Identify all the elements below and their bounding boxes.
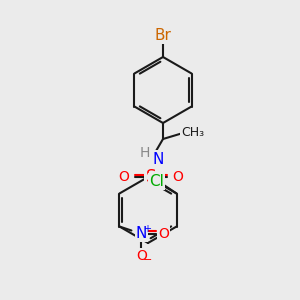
Text: H: H xyxy=(140,146,150,160)
Text: O: O xyxy=(158,226,169,241)
Text: N: N xyxy=(152,152,164,166)
Text: O: O xyxy=(172,170,183,184)
Text: N: N xyxy=(136,226,147,241)
Text: −: − xyxy=(143,256,152,266)
Text: CH₃: CH₃ xyxy=(182,125,205,139)
Text: Br: Br xyxy=(154,28,171,43)
Text: S: S xyxy=(146,168,156,186)
Text: O: O xyxy=(136,250,147,263)
Text: +: + xyxy=(143,224,152,233)
Text: O: O xyxy=(118,170,129,184)
Text: Cl: Cl xyxy=(149,174,164,189)
